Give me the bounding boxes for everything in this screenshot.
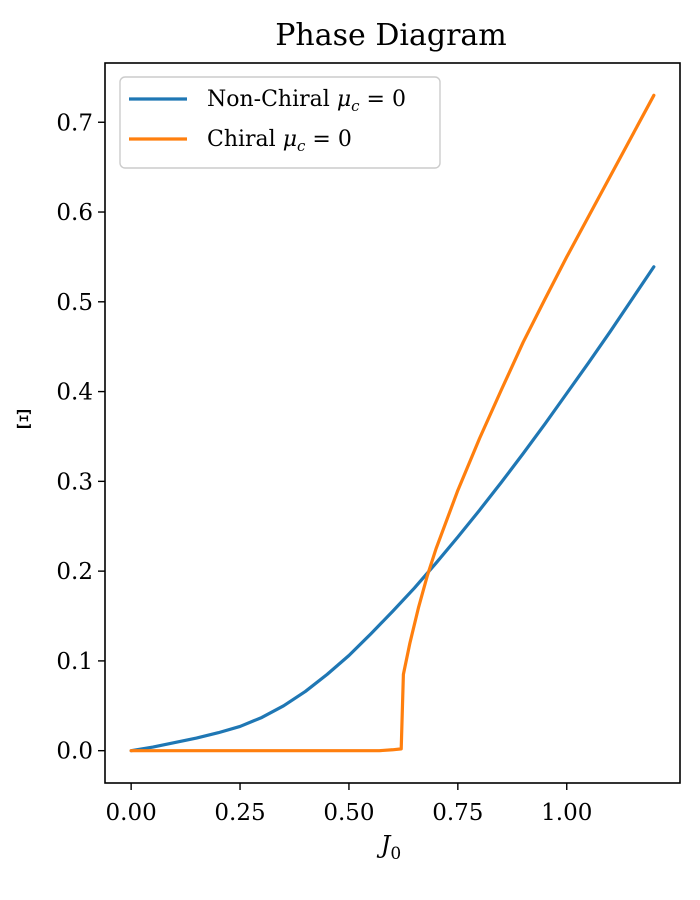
y-axis-label: Ξ — [16, 406, 33, 434]
y-tick-label: 0.1 — [56, 649, 93, 675]
x-tick-label: 0.00 — [106, 800, 157, 826]
y-tick-label: 0.2 — [56, 559, 93, 585]
y-tick-label: 0.6 — [56, 200, 93, 226]
x-tick-label: 0.75 — [432, 800, 483, 826]
series-line-0 — [129, 265, 656, 753]
legend-box — [119, 76, 441, 169]
legend-label-0: Non-Chiral μc = 0 — [207, 87, 406, 115]
legend: Non-Chiral μc = 0 Chiral μc = 0 — [119, 76, 441, 169]
legend-label-1: Chiral μc = 0 — [207, 127, 352, 155]
x-tick-label: 0.25 — [214, 800, 265, 826]
chart-title: Phase Diagram — [275, 18, 507, 53]
y-tick-label: 0.0 — [56, 739, 93, 765]
y-tick-label: 0.4 — [56, 380, 93, 406]
x-axis-label: J0 — [376, 831, 401, 864]
y-tick-label: 0.3 — [56, 469, 93, 495]
series-line-1 — [129, 93, 656, 753]
x-tick-label: 0.50 — [323, 800, 374, 826]
plot-series — [129, 93, 656, 753]
x-axis: 0.00 0.25 0.50 0.75 1.00 — [106, 783, 592, 826]
axes-frame — [104, 62, 681, 784]
y-axis: 0.0 0.1 0.2 0.3 0.4 0.5 0.6 0.7 — [56, 110, 105, 765]
y-tick-label: 0.7 — [56, 110, 93, 136]
x-tick-label: 1.00 — [541, 800, 592, 826]
y-tick-label: 0.5 — [56, 290, 93, 316]
